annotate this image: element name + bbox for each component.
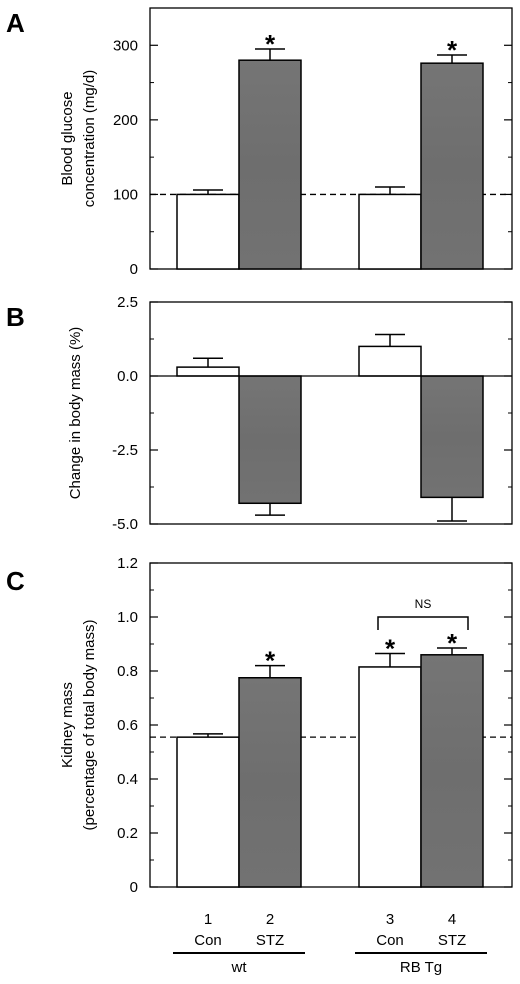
bar-1 bbox=[176, 736, 240, 888]
group-label: RB Tg bbox=[400, 959, 442, 976]
y-tick-label: 200 bbox=[113, 112, 138, 129]
ns-label: NS bbox=[415, 597, 432, 611]
x-treatment-label: STZ bbox=[256, 932, 284, 949]
bar-4 bbox=[420, 62, 484, 270]
x-category-number: 1 bbox=[204, 911, 212, 928]
y-axis-title: Kidney mass bbox=[59, 682, 76, 768]
panel-letter: B bbox=[6, 302, 25, 332]
y-axis-title: Blood glucose bbox=[59, 91, 76, 185]
significance-star: * bbox=[447, 35, 458, 65]
x-treatment-label: Con bbox=[194, 932, 222, 949]
x-category-number: 3 bbox=[386, 911, 394, 928]
significance-star: * bbox=[385, 633, 396, 663]
y-tick-label: 0.6 bbox=[117, 717, 138, 734]
y-tick-label: 0.4 bbox=[117, 771, 138, 788]
significance-star: * bbox=[265, 646, 276, 676]
bar-1 bbox=[176, 366, 240, 377]
x-treatment-label: STZ bbox=[438, 932, 466, 949]
y-tick-label: 0.8 bbox=[117, 663, 138, 680]
y-tick-label: -2.5 bbox=[112, 442, 138, 459]
significance-star: * bbox=[265, 29, 276, 59]
x-category-number: 4 bbox=[448, 911, 456, 928]
y-tick-label: 0 bbox=[130, 261, 138, 278]
y-tick-label: 0 bbox=[130, 879, 138, 896]
panel-b: B -5.0 -2.5 0.0 2.5 Change in body mass (%) bbox=[6, 294, 513, 533]
panel-letter: A bbox=[6, 8, 25, 38]
group-label: wt bbox=[231, 959, 248, 976]
bar-1 bbox=[176, 193, 240, 270]
bar-3 bbox=[358, 666, 422, 888]
bar-4 bbox=[420, 375, 484, 499]
panel-letter: C bbox=[6, 566, 25, 596]
bar-2 bbox=[238, 59, 302, 270]
plot-frame bbox=[149, 7, 513, 270]
panel-c: C 0 0.2 0.4 0.6 0.8 1.0 1.2 Kidney mass (percenta… bbox=[6, 555, 513, 896]
y-axis-title: (percentage of total body mass) bbox=[81, 620, 98, 831]
significance-star: * bbox=[447, 628, 458, 658]
y-tick-label: 2.5 bbox=[117, 294, 138, 311]
y-tick-label: 1.2 bbox=[117, 555, 138, 572]
bar-2 bbox=[238, 677, 302, 888]
x-axis-labels: 1 2 3 4 Con STZ Con STZ wt RB Tg bbox=[173, 911, 487, 976]
bar-2 bbox=[238, 375, 302, 505]
ns-bracket bbox=[377, 616, 469, 630]
y-tick-label: 0.0 bbox=[117, 368, 138, 385]
bar-3 bbox=[358, 345, 422, 377]
y-tick-label: 300 bbox=[113, 37, 138, 54]
bar-3 bbox=[358, 193, 422, 270]
y-axis-title: concentration (mg/d) bbox=[81, 70, 98, 208]
x-category-number: 2 bbox=[266, 911, 274, 928]
y-axis-title: Change in body mass (%) bbox=[67, 327, 84, 500]
y-tick-label: -5.0 bbox=[112, 516, 138, 533]
x-treatment-label: Con bbox=[376, 932, 404, 949]
bar-4 bbox=[420, 654, 484, 888]
y-tick-label: 1.0 bbox=[117, 609, 138, 626]
y-tick-label: 100 bbox=[113, 186, 138, 203]
panel-a: A 0 100 200 300 Blood glucose concentration (m… bbox=[6, 7, 513, 278]
y-tick-label: 0.2 bbox=[117, 825, 138, 842]
